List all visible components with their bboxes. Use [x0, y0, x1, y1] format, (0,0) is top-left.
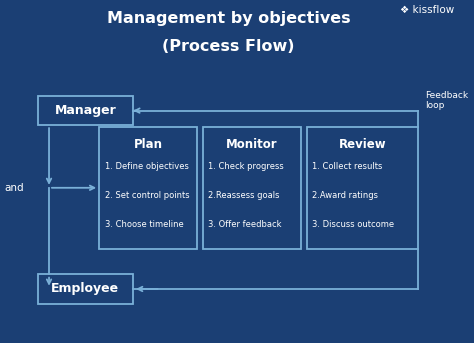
FancyBboxPatch shape: [37, 274, 133, 304]
Text: 2.Reassess goals: 2.Reassess goals: [208, 191, 280, 200]
Text: and: and: [4, 183, 24, 193]
Text: Manager: Manager: [55, 104, 116, 117]
Text: 1. Collect results: 1. Collect results: [312, 162, 383, 171]
Text: 3. Choose timeline: 3. Choose timeline: [105, 220, 183, 229]
FancyBboxPatch shape: [307, 127, 418, 249]
FancyBboxPatch shape: [37, 96, 133, 125]
Text: 1. Check progress: 1. Check progress: [208, 162, 284, 171]
Text: 3. Offer feedback: 3. Offer feedback: [208, 220, 282, 229]
Text: Employee: Employee: [51, 283, 119, 295]
Text: Feedback
loop: Feedback loop: [425, 91, 468, 110]
Text: (Process Flow): (Process Flow): [163, 39, 295, 54]
Text: Review: Review: [338, 138, 386, 151]
Text: Plan: Plan: [134, 138, 163, 151]
Text: Monitor: Monitor: [226, 138, 278, 151]
FancyBboxPatch shape: [203, 127, 301, 249]
Text: 2. Set control points: 2. Set control points: [105, 191, 189, 200]
FancyBboxPatch shape: [99, 127, 197, 249]
Text: 3. Discuss outcome: 3. Discuss outcome: [312, 220, 394, 229]
Text: 1. Define objectives: 1. Define objectives: [105, 162, 188, 171]
Text: 2.Award ratings: 2.Award ratings: [312, 191, 378, 200]
Text: ❖ kissflow: ❖ kissflow: [400, 5, 454, 15]
Text: Management by objectives: Management by objectives: [107, 11, 351, 26]
